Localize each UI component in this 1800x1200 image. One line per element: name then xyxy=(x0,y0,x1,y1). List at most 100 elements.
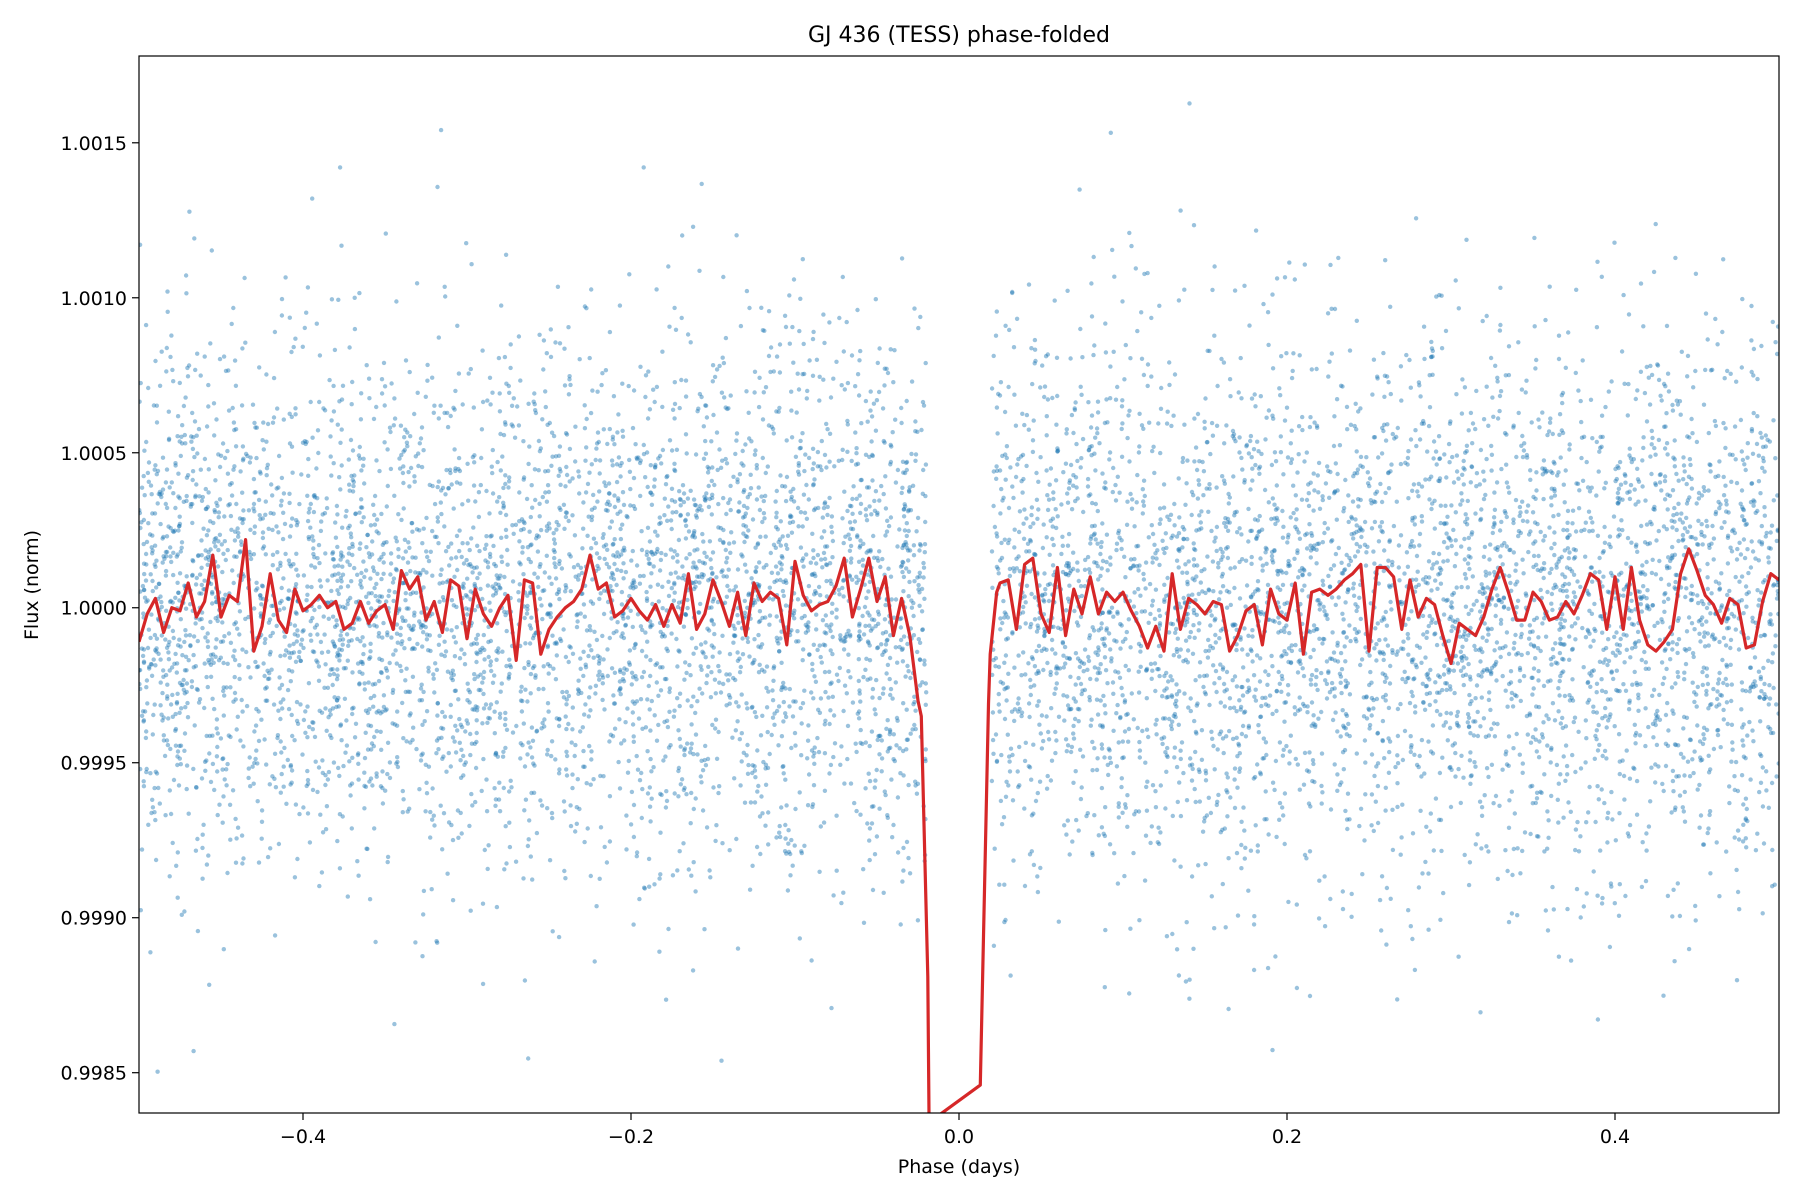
data-point xyxy=(779,562,784,567)
data-point xyxy=(1479,695,1485,700)
data-point xyxy=(806,624,811,630)
data-point xyxy=(1387,583,1392,588)
data-point xyxy=(503,512,509,518)
data-point xyxy=(1340,384,1345,389)
data-point xyxy=(1145,779,1150,784)
data-point xyxy=(1169,423,1174,429)
data-point xyxy=(745,771,751,776)
data-point xyxy=(1690,680,1695,685)
data-point xyxy=(888,692,893,698)
data-point xyxy=(1497,408,1502,414)
data-point xyxy=(1044,414,1050,419)
data-point xyxy=(410,555,415,560)
data-point xyxy=(721,360,727,366)
data-point xyxy=(1416,885,1422,890)
data-point xyxy=(679,777,685,782)
data-point xyxy=(814,357,820,362)
data-point xyxy=(678,503,683,508)
data-point xyxy=(507,820,512,825)
data-point xyxy=(1026,282,1032,287)
data-point xyxy=(1600,716,1605,721)
data-point xyxy=(141,561,147,566)
data-point xyxy=(241,508,246,513)
data-point xyxy=(1573,529,1579,534)
data-point xyxy=(301,805,306,810)
data-point xyxy=(1639,523,1644,529)
data-point xyxy=(882,789,887,794)
data-point xyxy=(604,561,609,567)
data-point xyxy=(1644,559,1649,565)
data-point xyxy=(1261,756,1267,761)
data-point xyxy=(446,485,451,491)
data-point xyxy=(435,713,440,718)
data-point xyxy=(255,664,261,669)
data-point xyxy=(205,562,210,567)
data-point xyxy=(164,738,170,743)
data-point xyxy=(1661,599,1667,604)
data-point xyxy=(424,709,430,714)
data-point xyxy=(1456,954,1461,959)
data-point xyxy=(1085,484,1091,489)
data-point xyxy=(1250,659,1255,664)
data-point xyxy=(1711,637,1717,642)
data-point xyxy=(145,470,151,476)
data-point xyxy=(1617,688,1622,694)
data-point xyxy=(436,736,441,741)
data-point xyxy=(1528,529,1533,534)
data-point xyxy=(476,687,481,693)
data-point xyxy=(183,441,188,446)
data-point xyxy=(1650,435,1655,441)
data-point xyxy=(756,404,762,410)
data-point xyxy=(510,424,516,429)
data-point xyxy=(1263,550,1268,555)
data-point xyxy=(564,767,569,772)
data-point xyxy=(1635,629,1641,635)
data-point xyxy=(1071,566,1076,572)
data-point xyxy=(660,349,665,354)
data-point xyxy=(905,548,911,553)
data-point xyxy=(207,751,212,756)
data-point xyxy=(867,838,872,843)
data-point xyxy=(1208,644,1213,649)
data-point xyxy=(1742,555,1748,561)
data-point xyxy=(272,751,278,756)
data-point xyxy=(1681,809,1687,814)
data-point xyxy=(214,754,220,759)
data-point xyxy=(449,556,454,561)
data-point xyxy=(899,420,904,426)
data-point xyxy=(276,530,281,535)
data-point xyxy=(252,530,257,536)
data-point xyxy=(695,508,700,513)
data-point xyxy=(630,548,635,554)
data-point xyxy=(368,655,373,660)
data-point xyxy=(1427,613,1432,619)
data-point xyxy=(1726,625,1732,631)
data-point xyxy=(340,637,346,642)
data-point xyxy=(767,622,772,627)
data-point xyxy=(1642,572,1648,577)
data-point xyxy=(484,534,489,539)
data-point xyxy=(1701,634,1707,639)
data-point xyxy=(154,472,159,477)
data-point xyxy=(503,716,508,722)
data-point xyxy=(1565,594,1570,599)
data-point xyxy=(750,763,755,768)
data-point xyxy=(817,398,822,403)
data-point xyxy=(1534,488,1539,493)
data-point xyxy=(1670,708,1675,713)
data-point xyxy=(1404,352,1409,358)
data-point xyxy=(1220,571,1226,577)
data-point xyxy=(1320,497,1326,503)
data-point xyxy=(207,982,212,987)
data-point xyxy=(616,554,622,559)
data-point xyxy=(919,427,924,433)
data-point xyxy=(695,547,700,552)
data-point xyxy=(341,763,346,769)
data-point xyxy=(1692,627,1697,632)
data-point xyxy=(1092,451,1097,456)
data-point xyxy=(776,641,781,646)
data-point xyxy=(584,628,590,633)
data-point xyxy=(1384,623,1390,628)
data-point xyxy=(1148,611,1153,617)
data-point xyxy=(899,405,904,411)
